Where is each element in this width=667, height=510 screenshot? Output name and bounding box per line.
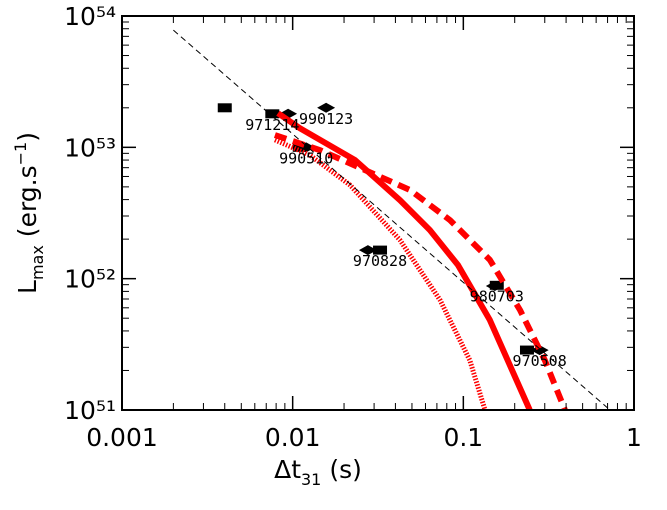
square-point <box>265 109 280 119</box>
x-tick-label: 0.01 <box>265 423 321 452</box>
y-axis-label: Lmax (erg.s−1) <box>11 132 47 294</box>
y-tick-label: 10⁵⁴ <box>64 2 116 31</box>
curve <box>273 132 568 410</box>
burst-label: 990510 <box>279 149 333 167</box>
y-label-sub: max <box>28 245 47 280</box>
square-point <box>373 245 388 255</box>
square-point <box>519 345 534 355</box>
diamond-point <box>485 280 504 291</box>
x-tick-label: 1 <box>626 423 642 452</box>
diamond-point <box>358 245 377 256</box>
x-tick-label: 0.001 <box>86 423 158 452</box>
burst-label: 980703 <box>470 287 524 305</box>
y-tick-label: 10⁵³ <box>64 133 116 162</box>
y-label-main: L <box>13 280 42 294</box>
y-label-close: ) <box>13 132 42 142</box>
curve <box>173 29 611 410</box>
curve <box>273 137 488 410</box>
y-label-unit: (erg.s <box>13 165 42 237</box>
y-label-sup: −1 <box>11 142 30 166</box>
burst-label: 970508 <box>513 352 567 370</box>
x-label-unit: (s) <box>329 455 362 484</box>
square-point <box>217 103 232 113</box>
x-axis-label: Δt31 (s) <box>274 455 362 489</box>
plot-area <box>173 29 611 410</box>
burst-label: 971214 <box>245 116 299 134</box>
burst-label: 990123 <box>299 110 353 128</box>
y-tick-label: 10⁵¹ <box>64 396 116 425</box>
y-tick-label: 10⁵² <box>64 265 116 294</box>
curve <box>276 110 533 410</box>
burst-label: 970828 <box>353 252 407 270</box>
frame <box>121 15 635 411</box>
diamond-point <box>317 102 336 113</box>
x-label-main: Δt <box>274 455 301 484</box>
x-tick-label: 0.1 <box>443 423 483 452</box>
x-label-sub: 31 <box>301 470 321 489</box>
